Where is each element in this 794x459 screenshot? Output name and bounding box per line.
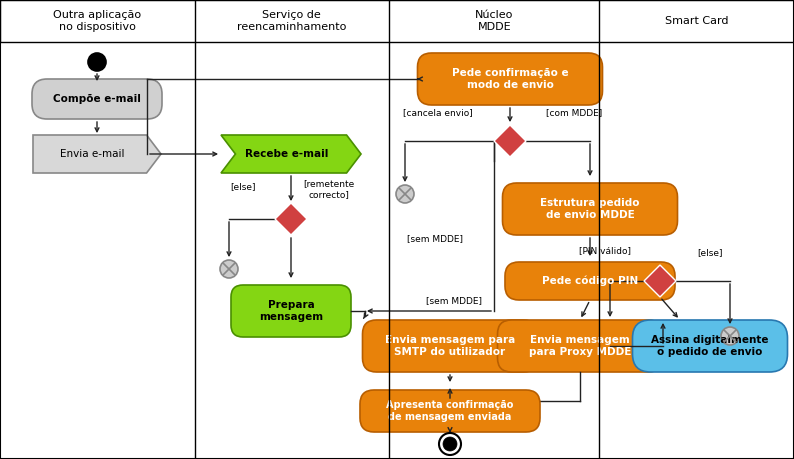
- Text: [remetente
correcto]: [remetente correcto]: [303, 179, 355, 199]
- Text: Recebe e-mail: Recebe e-mail: [245, 149, 329, 159]
- FancyBboxPatch shape: [503, 183, 677, 235]
- FancyBboxPatch shape: [32, 79, 162, 119]
- Text: Envia mensagem
para Proxy MDDE: Envia mensagem para Proxy MDDE: [529, 335, 631, 357]
- Text: [com MDDE]: [com MDDE]: [545, 108, 602, 118]
- Text: [else]: [else]: [697, 248, 723, 257]
- Text: Estrutura pedido
de envio MDDE: Estrutura pedido de envio MDDE: [540, 198, 640, 220]
- Polygon shape: [275, 203, 307, 235]
- Text: Pede código PIN: Pede código PIN: [542, 276, 638, 286]
- Text: Pede confirmação e
modo de envio: Pede confirmação e modo de envio: [452, 68, 569, 90]
- Text: Assina digitalmente
o pedido de envio: Assina digitalmente o pedido de envio: [651, 335, 769, 357]
- FancyBboxPatch shape: [498, 320, 662, 372]
- Polygon shape: [494, 125, 526, 157]
- Text: Prepara
mensagem: Prepara mensagem: [259, 300, 323, 322]
- Bar: [0, 0, 794, 42]
- Text: Smart Card: Smart Card: [665, 16, 728, 26]
- Circle shape: [721, 327, 739, 345]
- FancyBboxPatch shape: [505, 262, 675, 300]
- FancyBboxPatch shape: [418, 53, 603, 105]
- Circle shape: [396, 185, 414, 203]
- FancyBboxPatch shape: [360, 390, 540, 432]
- Text: [PIN válido]: [PIN válido]: [579, 246, 631, 256]
- Text: [else]: [else]: [230, 183, 256, 191]
- FancyBboxPatch shape: [231, 285, 351, 337]
- FancyBboxPatch shape: [633, 320, 788, 372]
- Text: Outra aplicação
no dispositivo: Outra aplicação no dispositivo: [53, 10, 141, 32]
- Circle shape: [439, 433, 461, 455]
- Circle shape: [220, 260, 238, 278]
- Text: [cancela envio]: [cancela envio]: [403, 108, 473, 118]
- Text: Envia mensagem para
SMTP do utilizador: Envia mensagem para SMTP do utilizador: [385, 335, 515, 357]
- Circle shape: [443, 437, 457, 451]
- Text: Serviço de
reencaminhamento: Serviço de reencaminhamento: [237, 10, 346, 32]
- Text: Núcleo
MDDE: Núcleo MDDE: [475, 10, 514, 32]
- Text: Apresenta confirmação
de mensagem enviada: Apresenta confirmação de mensagem enviad…: [387, 400, 514, 422]
- Text: Envia e-mail: Envia e-mail: [60, 149, 124, 159]
- Polygon shape: [33, 135, 161, 173]
- Polygon shape: [644, 265, 676, 297]
- FancyBboxPatch shape: [363, 320, 538, 372]
- Text: Compõe e-mail: Compõe e-mail: [53, 94, 141, 104]
- Text: [sem MDDE]: [sem MDDE]: [407, 235, 463, 244]
- Polygon shape: [221, 135, 361, 173]
- Circle shape: [88, 53, 106, 71]
- Text: [sem MDDE]: [sem MDDE]: [426, 297, 482, 306]
